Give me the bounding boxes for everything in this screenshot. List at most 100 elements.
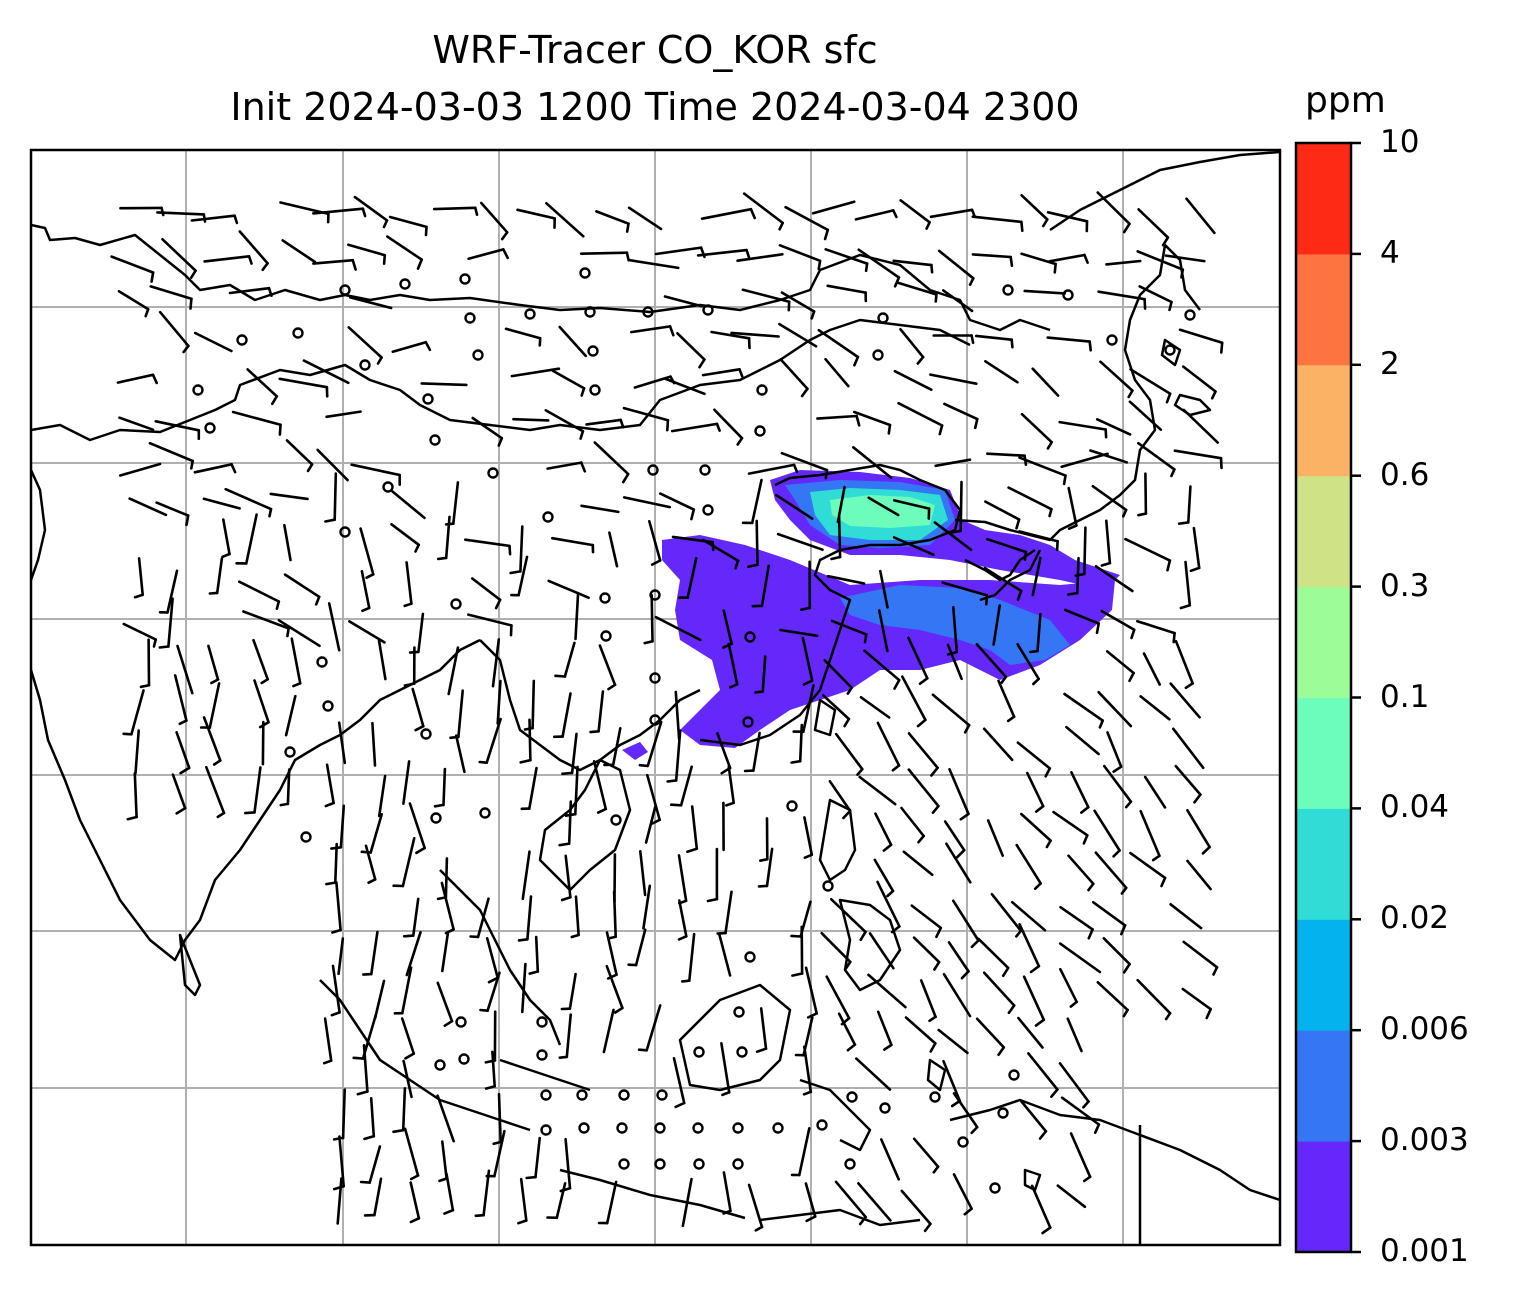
wind-barb (360, 569, 371, 610)
wind-barb-flag (716, 931, 727, 935)
wind-barb (710, 330, 751, 340)
wind-barb-flag (185, 514, 190, 527)
wind-barb (401, 1087, 407, 1132)
wind-barb (983, 566, 1023, 593)
wind-barb (899, 327, 925, 359)
wind-barb-flag (883, 1043, 893, 1051)
wind-barb-flag (680, 979, 691, 983)
wind-barb-flag (970, 1125, 979, 1135)
wind-barb (1097, 290, 1146, 301)
calm-marker (744, 951, 756, 963)
wind-barb (755, 519, 759, 567)
wind-barb-flag (286, 627, 290, 638)
wind-barb (943, 820, 966, 852)
wind-barb-flag (1050, 1088, 1059, 1098)
wind-barb (411, 897, 420, 937)
wind-barb (1007, 486, 1053, 511)
wind-barb (117, 289, 150, 311)
wind-barb (990, 892, 1023, 933)
wind-barb (388, 215, 428, 229)
wind-barb-flag (810, 310, 816, 320)
wind-barb (1182, 365, 1217, 393)
wind-barb (1046, 336, 1091, 343)
colorbar-segment (1296, 808, 1351, 920)
wind-barb (1036, 612, 1042, 653)
wind-barb-flag (930, 766, 939, 777)
wind-barb-flag (331, 928, 342, 934)
wind-barb (519, 525, 524, 573)
wind-barb-flag (613, 1006, 624, 1014)
colorbar-tick-label: 0.3 (1380, 567, 1430, 604)
wind-barb (369, 812, 384, 854)
wind-barb (852, 410, 892, 427)
wind-barb-flag (247, 254, 253, 265)
wind-barb-flag (382, 253, 387, 266)
wind-barb (482, 1169, 491, 1217)
calm-marker (1008, 1069, 1020, 1081)
colorbar-tick-label: 0.1 (1380, 678, 1430, 715)
wind-barb (877, 609, 889, 653)
calm-marker (692, 1122, 704, 1134)
calm-marker (599, 592, 611, 604)
wind-barb (985, 452, 1026, 458)
wind-barb (817, 328, 860, 359)
wind-barb (907, 768, 940, 808)
calm-marker (455, 1016, 467, 1028)
wind-barb (1059, 905, 1094, 931)
wind-barb (1192, 526, 1201, 570)
wind-barb (942, 972, 972, 1018)
colorbar-unit-label: ppm (1305, 80, 1386, 121)
wind-barb (203, 254, 251, 263)
wind-barb (977, 937, 1010, 970)
wind-barb-flag (492, 1140, 503, 1146)
wind-barb-flag (1143, 297, 1147, 310)
wind-barb (1102, 936, 1131, 966)
wind-barb-flag (314, 595, 321, 606)
wind-barb (975, 1017, 1006, 1049)
calm-marker (616, 1122, 628, 1134)
wind-barb (907, 636, 929, 680)
wind-barb-flag (859, 930, 867, 942)
wind-barb (471, 416, 504, 440)
wind-barb (1020, 252, 1057, 266)
wind-barb (826, 284, 867, 294)
wind-barb-flag (984, 594, 989, 606)
wind-barb-flag (1122, 1008, 1129, 1018)
colorbar-tick-label: 0.02 (1380, 900, 1450, 937)
calm-marker (1062, 289, 1074, 301)
wind-barb (1027, 1052, 1059, 1091)
wind-barb-flag (1007, 1004, 1016, 1015)
wind-barb (190, 214, 236, 222)
wind-barb-flag (923, 1222, 932, 1233)
wind-barb-flag (800, 387, 809, 398)
calm-marker (733, 1006, 745, 1018)
wind-barb (193, 462, 233, 474)
wind-barb (166, 569, 179, 614)
wind-barb-flag (746, 563, 759, 569)
wind-barb (1100, 609, 1136, 632)
map-gridlines (31, 150, 1280, 1245)
wind-barb (1031, 367, 1060, 397)
wind-barb-flag (938, 424, 944, 436)
wind-barb (585, 418, 623, 426)
wind-barb (837, 1012, 857, 1046)
wind-barb (521, 850, 531, 901)
colorbar-tick-label: 10 (1380, 124, 1420, 160)
wind-barb (982, 971, 1016, 1007)
wind-barb (228, 286, 271, 295)
wind-barb (765, 847, 774, 888)
wind-barb (1076, 556, 1080, 595)
wind-barb-flag (933, 960, 941, 971)
wind-barb-flag (855, 414, 861, 427)
wind-barb-flag (279, 802, 290, 807)
wind-barb (937, 249, 975, 280)
wind-barb (907, 732, 939, 770)
wind-barb (612, 890, 618, 939)
wind-barb (517, 555, 529, 597)
wind-barb (761, 655, 767, 693)
wind-barb-flag (151, 373, 158, 385)
wind-barb-flag (1151, 854, 1161, 862)
wind-barb (727, 765, 736, 805)
wind-barbs (110, 191, 1224, 1235)
wind-barb-flag (1100, 561, 1112, 567)
